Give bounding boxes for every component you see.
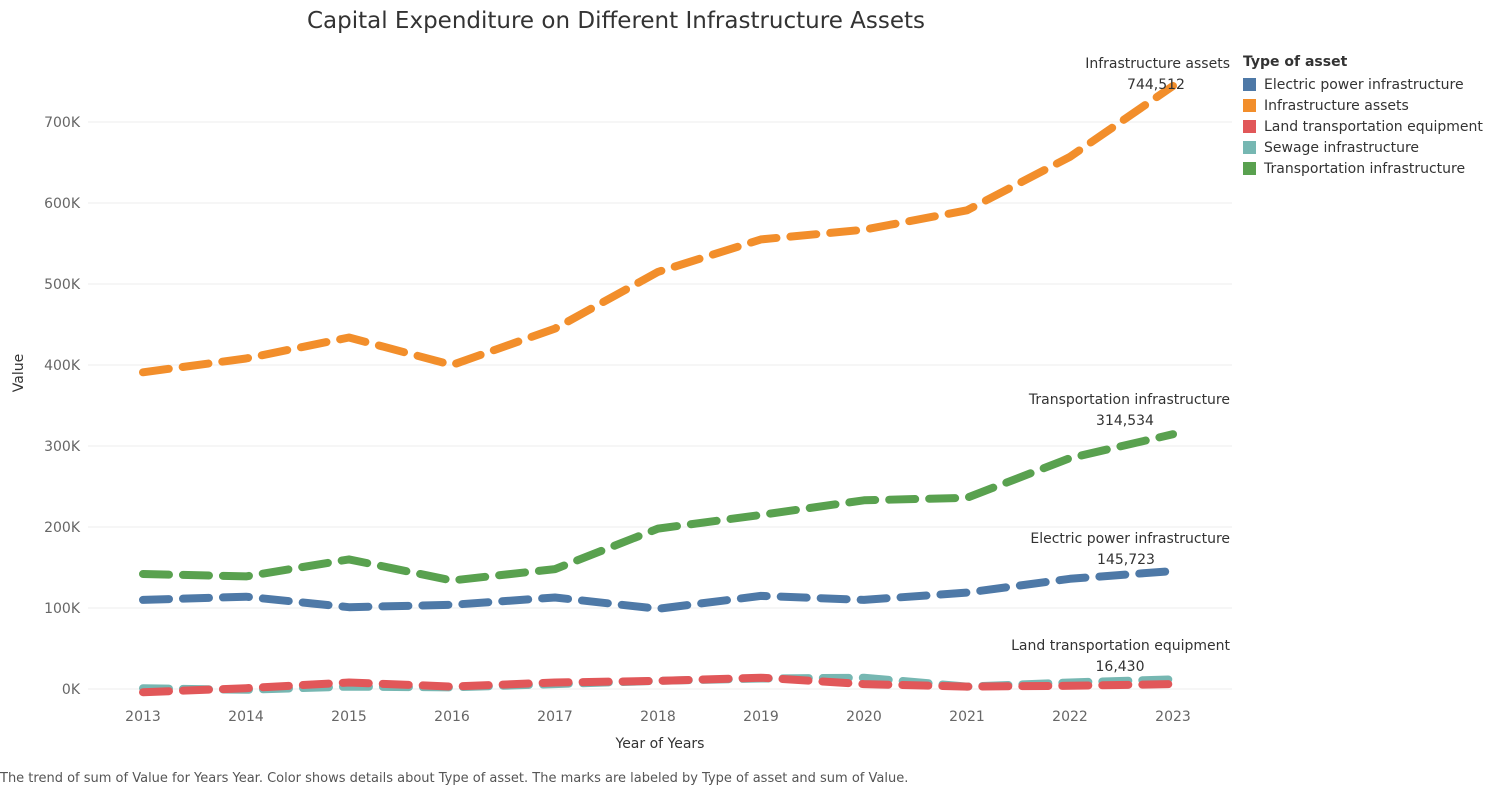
y-tick-label: 200K (44, 520, 81, 536)
legend-label: Transportation infrastructure (1264, 160, 1466, 177)
series-line-transportation-infrastructure[interactable] (139, 430, 1177, 585)
legend-label: Land transportation equipment (1264, 118, 1483, 135)
mark-label-value: 16,430 (1096, 659, 1145, 675)
x-tick-label: 2016 (434, 709, 470, 725)
legend-item-land-transportation-equipment[interactable]: Land transportation equipment (1243, 116, 1488, 137)
y-tick-label: 400K (44, 358, 81, 374)
mark-label-value: 145,723 (1097, 552, 1155, 568)
legend-swatch (1243, 99, 1256, 112)
chart-title: Capital Expenditure on Different Infrast… (306, 8, 926, 34)
x-tick-label: 2020 (846, 709, 882, 725)
legend-title: Type of asset (1243, 54, 1348, 70)
x-tick-label: 2023 (1155, 709, 1191, 725)
series-line-infrastructure-assets[interactable] (139, 81, 1177, 377)
x-axis-ticks: 2013 2014 2015 2016 2017 2018 2019 2020 2021 2022… (125, 709, 1191, 725)
legend-label: Sewage infrastructure (1264, 139, 1420, 156)
legend-swatch (1243, 78, 1256, 91)
x-tick-label: 2019 (743, 709, 779, 725)
x-tick-label: 2013 (125, 709, 161, 725)
y-tick-label: 700K (44, 115, 81, 131)
y-tick-label: 100K (44, 601, 81, 617)
mark-label-name: Infrastructure assets (1085, 56, 1230, 72)
legend-items: Electric power infrastructure Infrastruct… (1243, 74, 1488, 179)
y-axis-ticks: 0K 100K 200K 300K 400K 500K 600K 700K (44, 115, 81, 698)
mark-label-name: Electric power infrastructure (1030, 531, 1230, 547)
legend-swatch (1243, 162, 1256, 175)
x-tick-label: 2015 (331, 709, 367, 725)
mark-labels: Electric power infrastructure 145,723 Infr… (1011, 56, 1230, 675)
mark-label-name: Land transportation equipment (1011, 638, 1230, 654)
legend: Type of asset Electric power infrastruct… (1243, 54, 1488, 179)
legend-label: Electric power infrastructure (1264, 76, 1464, 93)
legend-item-transportation-infrastructure[interactable]: Transportation infrastructure (1243, 158, 1488, 179)
mark-label-value: 744,512 (1127, 77, 1185, 93)
chart-caption: The trend of sum of Value for Years Year… (0, 771, 909, 786)
y-axis-title: Value (11, 354, 27, 392)
legend-label: Infrastructure assets (1264, 97, 1409, 114)
x-axis-title: Year of Years (615, 736, 705, 752)
y-tick-label: 500K (44, 277, 81, 293)
series-line-sewage-infrastructure[interactable] (139, 673, 1177, 694)
legend-item-sewage-infrastructure[interactable]: Sewage infrastructure (1243, 137, 1488, 158)
series-line-electric-power-infrastructure[interactable] (139, 567, 1177, 613)
series-lines (139, 81, 1177, 697)
mark-label-name: Transportation infrastructure (1028, 392, 1230, 408)
legend-item-infrastructure-assets[interactable]: Infrastructure assets (1243, 95, 1488, 116)
x-tick-label: 2021 (949, 709, 985, 725)
x-tick-label: 2014 (228, 709, 264, 725)
mark-label-value: 314,534 (1096, 413, 1154, 429)
series-line-land-transportation-equipment[interactable] (139, 673, 1177, 697)
legend-swatch (1243, 120, 1256, 133)
legend-swatch (1243, 141, 1256, 154)
y-tick-label: 300K (44, 439, 81, 455)
x-tick-label: 2022 (1052, 709, 1088, 725)
legend-item-electric-power-infrastructure[interactable]: Electric power infrastructure (1243, 74, 1488, 95)
y-tick-label: 600K (44, 196, 81, 212)
x-tick-label: 2018 (640, 709, 676, 725)
y-tick-label: 0K (62, 682, 81, 698)
x-tick-label: 2017 (537, 709, 573, 725)
